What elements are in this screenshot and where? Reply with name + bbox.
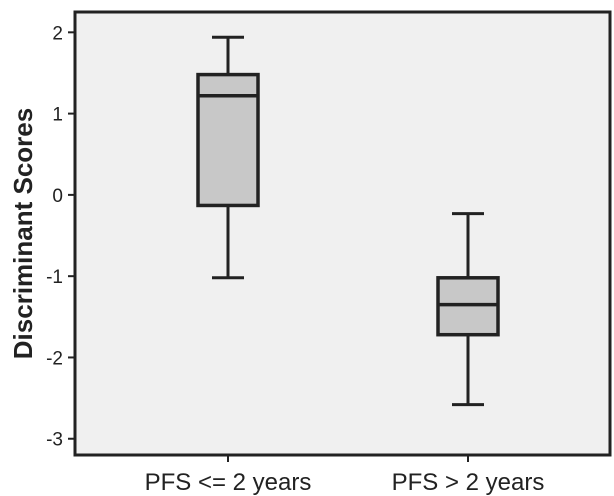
y-tick-label: 2 xyxy=(52,23,63,44)
y-axis-ticks: 2 1 0 -1 -2 -3 xyxy=(46,23,75,451)
x-category-label: PFS > 2 years xyxy=(392,469,545,496)
y-tick-label: -3 xyxy=(46,430,63,451)
y-tick-label: 1 xyxy=(52,105,63,126)
y-tick-label: 0 xyxy=(52,186,63,207)
y-tick-label: -2 xyxy=(46,348,63,369)
y-axis-label: Discriminant Scores xyxy=(8,108,38,359)
plot-area xyxy=(73,10,612,457)
x-category-label: PFS <= 2 years xyxy=(145,469,312,496)
y-tick-label: -1 xyxy=(46,267,63,288)
x-axis-labels: PFS <= 2 years PFS > 2 years xyxy=(145,455,545,496)
box-group xyxy=(196,35,500,407)
